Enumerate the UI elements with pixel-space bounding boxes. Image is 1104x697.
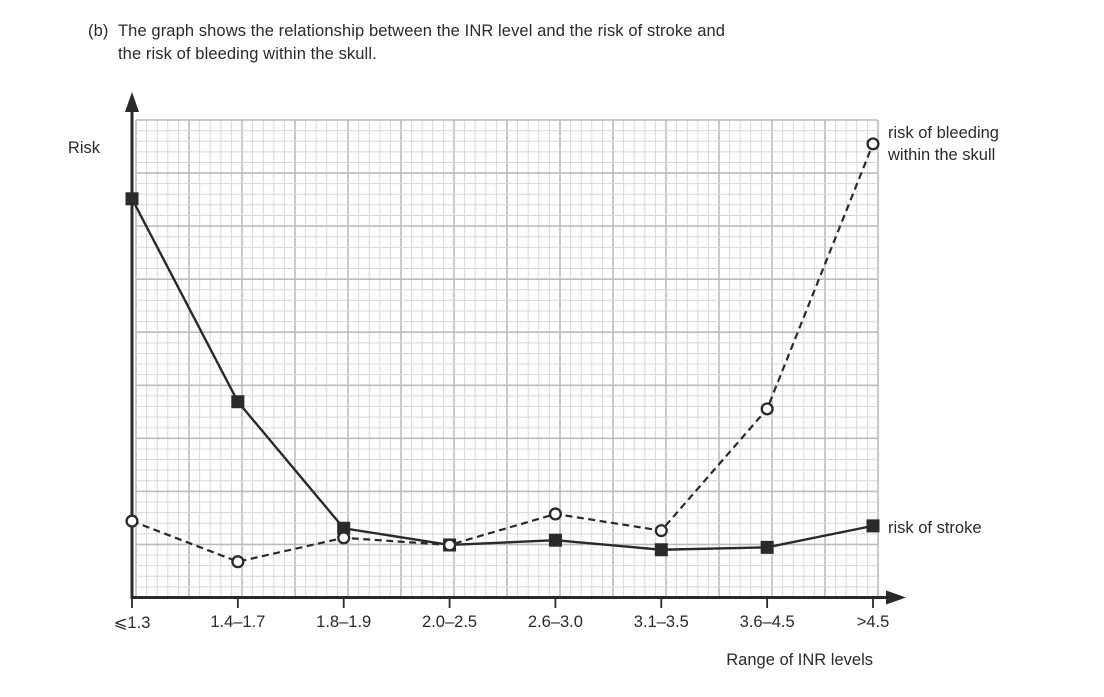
- x-axis-label: Range of INR levels: [726, 651, 873, 669]
- data-point-circle: [866, 137, 880, 151]
- x-tick-label: 1.8–1.9: [316, 613, 372, 631]
- x-tick-label: 1.4–1.7: [210, 613, 266, 631]
- data-point-square: [654, 543, 668, 557]
- x-axis-arrowhead: [886, 590, 906, 605]
- x-tick-label: 3.6–4.5: [739, 613, 795, 631]
- series-label-bleeding: risk of bleeding within the skull: [888, 122, 999, 166]
- data-point-circle: [337, 531, 351, 545]
- series-label-stroke: risk of stroke: [888, 519, 982, 537]
- caption-line1: The graph shows the relationship between…: [118, 22, 726, 40]
- series-label-bleeding-line2: within the skull: [888, 146, 996, 164]
- series-label-bleeding-line1: risk of bleeding: [888, 124, 999, 142]
- x-tick-label: ⩽1.3: [113, 614, 151, 632]
- data-point-square: [125, 192, 139, 206]
- y-axis-arrowhead: [125, 92, 139, 112]
- data-point-square: [760, 540, 774, 554]
- series-line-risk-of-bleeding-within-the-skull: [131, 143, 875, 563]
- data-point-circle: [231, 555, 245, 569]
- data-point-square: [866, 519, 880, 533]
- data-point-square: [231, 395, 245, 409]
- figure-caption: (b) The graph shows the relationship bet…: [88, 20, 725, 66]
- y-axis-label: Risk: [67, 139, 100, 157]
- data-point-circle: [654, 524, 668, 538]
- series-line-risk-of-stroke: [130, 198, 874, 551]
- caption-line2: the risk of bleeding within the skull.: [118, 45, 377, 63]
- data-point-circle: [125, 514, 139, 528]
- x-tick-label: 2.6–3.0: [527, 613, 583, 631]
- data-point-square: [337, 521, 351, 535]
- x-tick-label: >4.5: [856, 613, 890, 631]
- data-point-square: [548, 533, 562, 547]
- caption-text: The graph shows the relationship between…: [118, 20, 725, 66]
- caption-prefix: (b): [88, 22, 109, 40]
- data-point-circle: [760, 402, 774, 416]
- x-tick-label: 3.1–3.5: [633, 613, 689, 631]
- data-point-circle: [548, 507, 562, 521]
- x-tick-label: 2.0–2.5: [422, 613, 478, 631]
- data-point-circle: [443, 538, 457, 552]
